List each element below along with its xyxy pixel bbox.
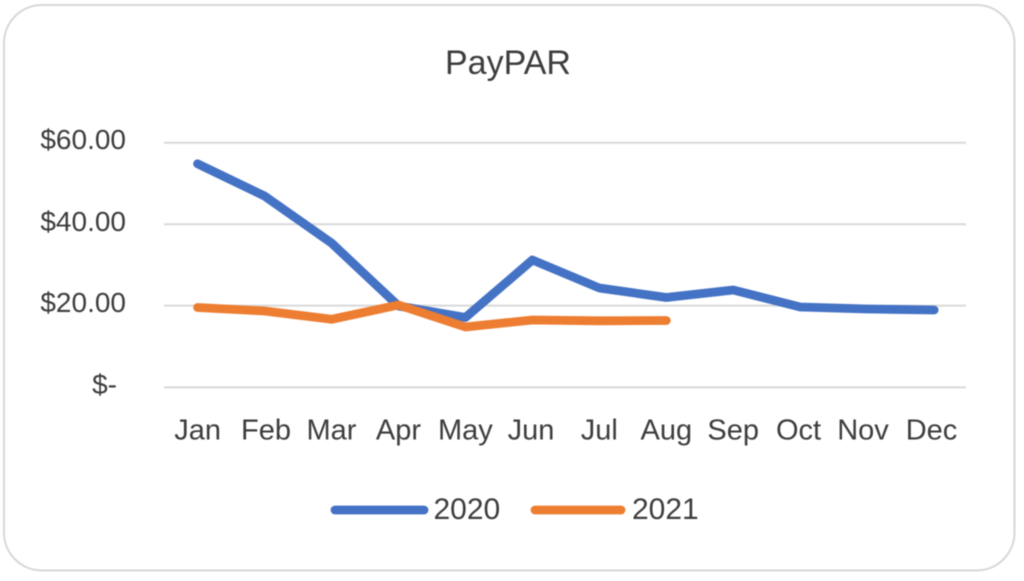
svg-text:Mar: Mar (307, 414, 357, 446)
svg-text:Jun: Jun (508, 414, 555, 446)
svg-text:Apr: Apr (376, 414, 421, 446)
svg-text:Jul: Jul (581, 414, 618, 446)
svg-text:Feb: Feb (241, 414, 291, 446)
svg-text:2021: 2021 (632, 493, 699, 526)
svg-text:$60.00: $60.00 (40, 124, 126, 155)
svg-text:$20.00: $20.00 (40, 287, 126, 318)
svg-text:Sep: Sep (707, 414, 759, 446)
svg-text:2020: 2020 (434, 493, 501, 526)
svg-text:$40.00: $40.00 (40, 206, 126, 237)
svg-text:PayPAR: PayPAR (445, 44, 571, 82)
svg-text:Nov: Nov (837, 414, 889, 446)
svg-text:Oct: Oct (776, 414, 821, 446)
svg-text:May: May (438, 414, 493, 446)
svg-text:Dec: Dec (906, 414, 958, 446)
svg-text:Aug: Aug (640, 414, 692, 446)
svg-text:$-: $- (92, 369, 117, 400)
svg-text:Jan: Jan (174, 414, 221, 446)
